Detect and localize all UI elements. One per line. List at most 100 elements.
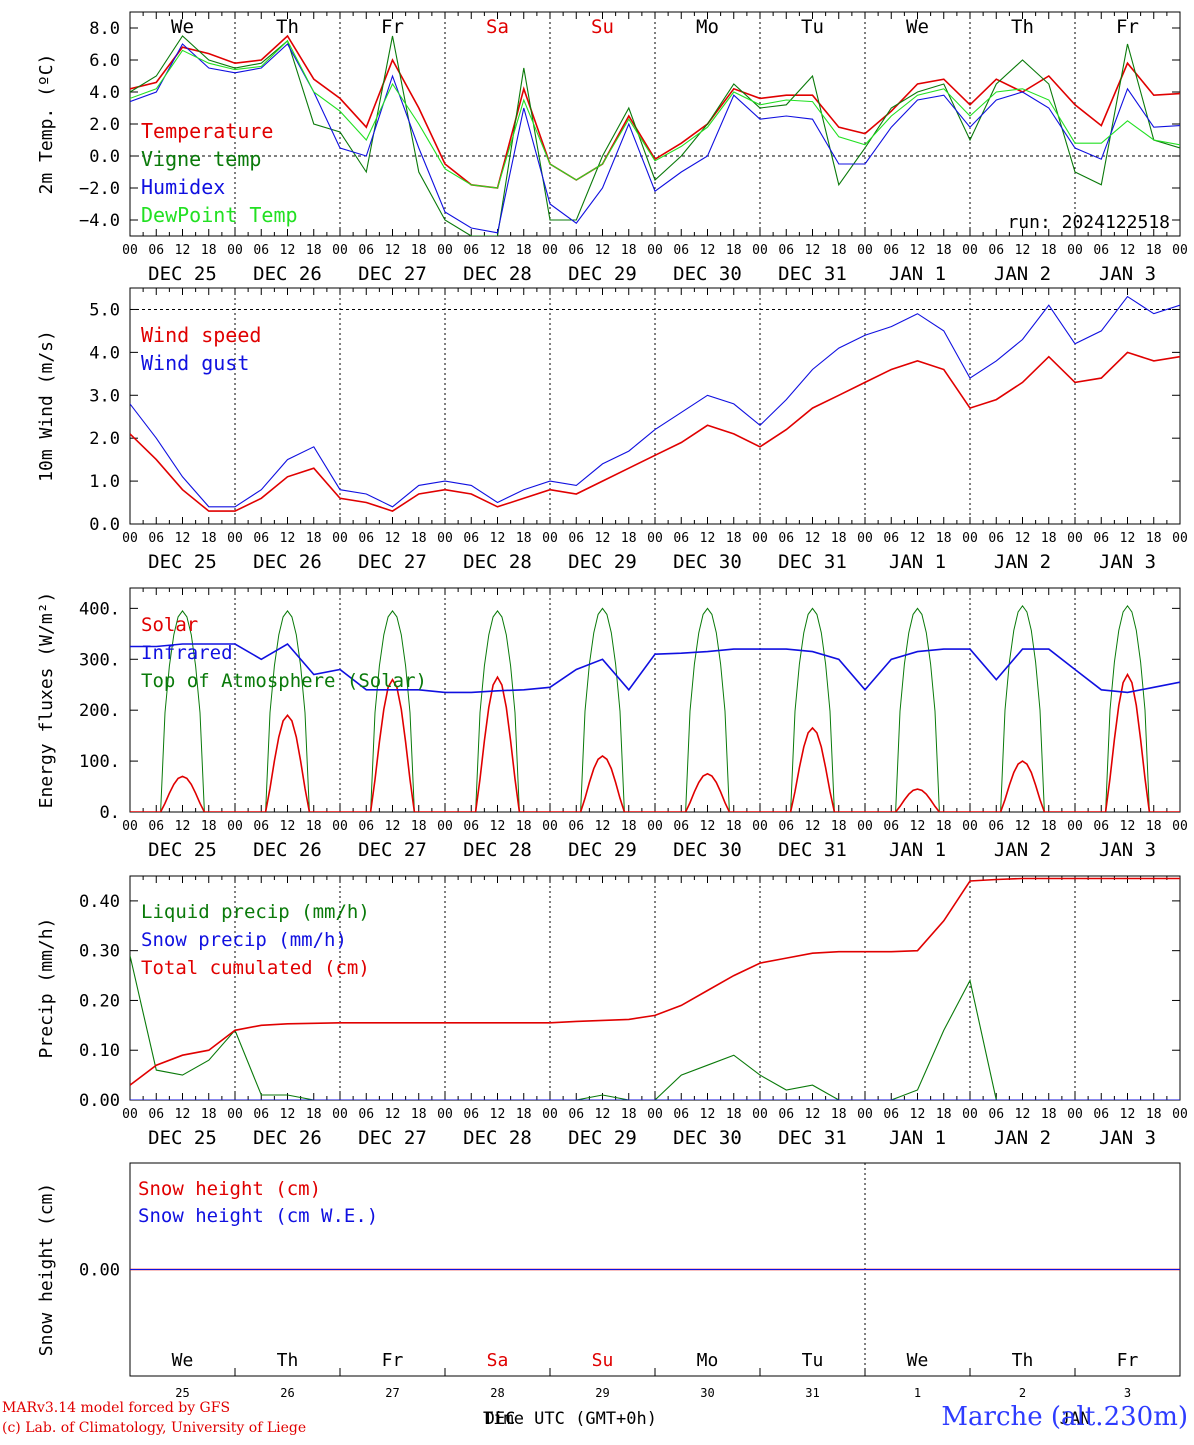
legend-vigne-temp: Vigne temp <box>141 147 261 171</box>
hour-label: 18 <box>1041 1107 1057 1122</box>
hour-label: 06 <box>358 1107 374 1122</box>
y-tick-label: 0.40 <box>79 892 120 912</box>
date-label: DEC 31 <box>778 551 847 573</box>
date-label: DEC 30 <box>673 1127 742 1149</box>
day-name: Su <box>591 16 614 38</box>
date-label: DEC 28 <box>463 551 532 573</box>
series-group <box>130 604 1180 812</box>
series-line-wind-speed <box>130 351 1180 512</box>
hour-label: 12 <box>385 1107 401 1122</box>
date-label: DEC 27 <box>358 839 427 861</box>
hour-label: 00 <box>542 531 558 546</box>
y-tick-label: 1.0 <box>89 472 120 492</box>
date-number: 2 <box>1019 1386 1026 1400</box>
hour-label: 18 <box>411 243 427 258</box>
hour-label: 12 <box>595 1107 611 1122</box>
hour-label: 18 <box>726 819 742 834</box>
date-label: DEC 27 <box>358 1127 427 1149</box>
hour-label: 12 <box>1120 1107 1136 1122</box>
hour-label: 00 <box>857 531 873 546</box>
date-label: DEC 30 <box>673 839 742 861</box>
series-line-total-cumulated-cm- <box>130 877 1180 1086</box>
hour-label: 18 <box>516 243 532 258</box>
hour-label: 06 <box>253 243 269 258</box>
y-tick-label: 0.00 <box>79 1091 120 1111</box>
hour-label: 06 <box>883 243 899 258</box>
hour-label: 06 <box>253 1107 269 1122</box>
hour-label: 06 <box>883 1107 899 1122</box>
series-line-top-of-atmosphere <box>130 604 1180 812</box>
hour-label: 00 <box>1067 1107 1083 1122</box>
hour-label: 06 <box>1093 531 1109 546</box>
hour-label: 00 <box>1172 243 1188 258</box>
hour-label: 18 <box>201 1107 217 1122</box>
hour-label: 18 <box>621 819 637 834</box>
y-tick-label: 3.0 <box>89 386 120 406</box>
legend-wind-speed: Wind speed <box>141 323 261 347</box>
hour-label: 06 <box>148 1107 164 1122</box>
y-tick-label: 2.0 <box>89 115 120 135</box>
day-name: We <box>906 16 929 38</box>
hour-label: 00 <box>437 531 453 546</box>
hour-label: 18 <box>306 819 322 834</box>
panel-wind: 0.0 1.0 2.0 3.0 4.0 5.0 10m Wind (m/s) Wind spe… <box>36 287 1188 573</box>
hour-label: 18 <box>621 243 637 258</box>
series-line-liquid-precip-mm-h- <box>130 955 1180 1100</box>
day-name: Tu <box>801 16 824 38</box>
panel-precip: 0.00 0.10 0.20 0.30 0.40 Precip (mm/h) Liquid … <box>36 875 1188 1149</box>
date-label: DEC 31 <box>778 263 847 285</box>
day-name: We <box>171 16 194 38</box>
hour-label: 12 <box>490 531 506 546</box>
hour-label: 12 <box>280 243 296 258</box>
hour-label: 06 <box>568 531 584 546</box>
hour-label: 12 <box>700 1107 716 1122</box>
hour-label: 00 <box>437 819 453 834</box>
hour-label: 12 <box>1015 1107 1031 1122</box>
hour-label: 00 <box>332 531 348 546</box>
date-label: DEC 29 <box>568 263 637 285</box>
hour-label: 06 <box>988 243 1004 258</box>
month-label-jan: JAN <box>1060 1409 1091 1429</box>
legend-temperature: Temperature <box>141 119 273 143</box>
legend-total-cumulated-cm-: Total cumulated (cm) <box>141 957 370 979</box>
hour-label: 06 <box>1093 819 1109 834</box>
hour-label: 18 <box>1041 531 1057 546</box>
hour-label: 12 <box>805 531 821 546</box>
date-label: DEC 25 <box>148 551 217 573</box>
date-label: JAN 1 <box>889 263 946 285</box>
hour-label: 12 <box>490 819 506 834</box>
y-tick-label: 0.00 <box>79 1261 120 1281</box>
date-label: JAN 3 <box>1099 839 1156 861</box>
y-tick-label: 400. <box>79 599 120 619</box>
hour-label: 06 <box>358 819 374 834</box>
hour-label: 18 <box>936 819 952 834</box>
hour-label: 12 <box>1120 819 1136 834</box>
hour-label: 12 <box>490 243 506 258</box>
hour-label: 12 <box>385 531 401 546</box>
date-label: DEC 27 <box>358 263 427 285</box>
hour-label: 18 <box>306 1107 322 1122</box>
hour-label: 18 <box>201 819 217 834</box>
hour-label: 06 <box>358 243 374 258</box>
hour-label: 18 <box>1146 819 1162 834</box>
hour-label: 18 <box>306 243 322 258</box>
hour-label: 12 <box>280 819 296 834</box>
hour-label: 06 <box>463 531 479 546</box>
legend-solar: Solar <box>141 614 198 636</box>
hour-label: 00 <box>752 1107 768 1122</box>
hour-label: 06 <box>568 1107 584 1122</box>
date-number: 30 <box>700 1386 714 1400</box>
hour-label: 18 <box>411 531 427 546</box>
hour-label: 12 <box>700 819 716 834</box>
legend-snow-precip-mm-h-: Snow precip (mm/h) <box>141 929 347 951</box>
hour-label: 18 <box>201 531 217 546</box>
hour-label: 06 <box>883 819 899 834</box>
hour-label: 12 <box>595 531 611 546</box>
date-label: DEC 29 <box>568 839 637 861</box>
date-number: 29 <box>595 1386 609 1400</box>
date-label: DEC 28 <box>463 1127 532 1149</box>
legend-humidex: Humidex <box>141 175 225 199</box>
hour-label: 12 <box>910 243 926 258</box>
hour-label: 00 <box>857 819 873 834</box>
